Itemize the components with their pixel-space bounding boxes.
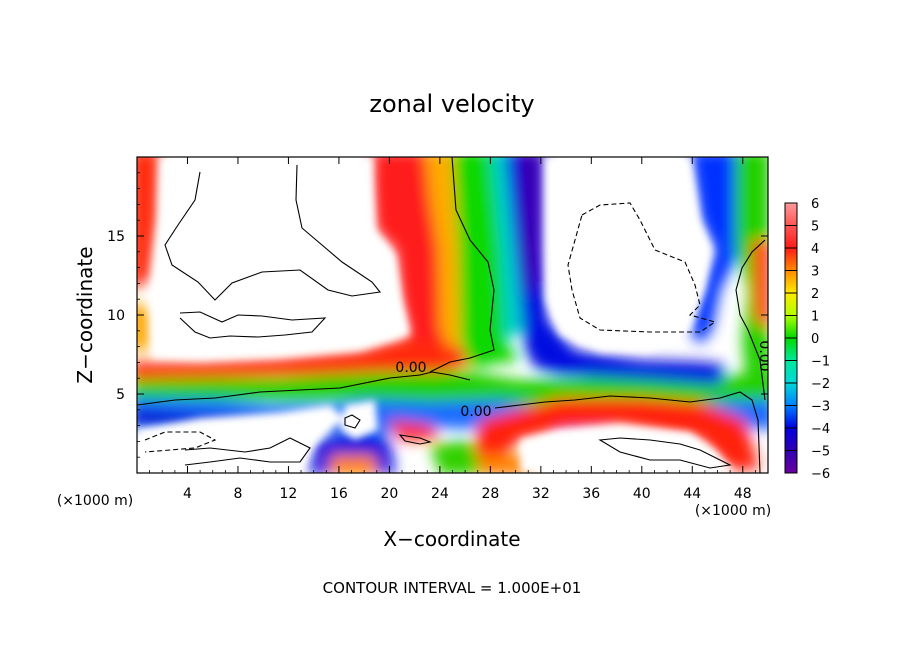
colorbar-tick-label: 0 bbox=[811, 332, 819, 347]
x-tick-label: 40 bbox=[633, 486, 651, 502]
colorbar-tick-label: 5 bbox=[811, 220, 819, 235]
contour-label: 0.00 bbox=[756, 340, 772, 371]
x-tick-label: 32 bbox=[532, 486, 550, 502]
x-axis-unit-left: (×1000 m) bbox=[57, 493, 133, 509]
contour-lower-right bbox=[598, 437, 732, 469]
x-axis-unit-right: (×1000 m) bbox=[695, 503, 771, 519]
white-region-lower-left bbox=[137, 405, 345, 473]
x-tick-label: 24 bbox=[431, 486, 449, 502]
bottom-green-pocket bbox=[430, 440, 485, 473]
colorbar-tick-label: −5 bbox=[811, 445, 830, 460]
colorbar-tick-label: −3 bbox=[811, 400, 830, 415]
x-axis: 4 8 12 16 20 24 28 32 36 40 44 48 bbox=[149, 157, 756, 502]
x-tick-label: 48 bbox=[734, 486, 752, 502]
x-tick-label: 12 bbox=[280, 486, 298, 502]
white-region-upper-left bbox=[150, 157, 410, 360]
contour-lower-middle bbox=[344, 414, 432, 445]
contour-negative-lower-left bbox=[144, 431, 217, 453]
contour-upper-left-lobe bbox=[164, 164, 382, 339]
right-red-edge bbox=[752, 240, 768, 329]
jet-orange-edge bbox=[425, 157, 462, 350]
y-axis-label: Z−coordinate bbox=[73, 246, 97, 383]
x-tick-label: 20 bbox=[380, 486, 398, 502]
y-axis: 5 10 15 bbox=[107, 172, 768, 458]
colorbar-tick-label: −6 bbox=[811, 467, 830, 482]
westward-column-core bbox=[520, 157, 540, 300]
y-tick-label: 5 bbox=[116, 387, 125, 403]
x-tick-label: 44 bbox=[683, 486, 701, 502]
chart-title: zonal velocity bbox=[369, 90, 534, 118]
bottom-red-ridge bbox=[470, 398, 760, 470]
plot-area: 0.00 0.00 0.00 bbox=[137, 157, 772, 473]
colorbar-tick-label: −2 bbox=[811, 377, 830, 392]
bottom-orange-pocket bbox=[330, 455, 378, 473]
x-tick-label: 8 bbox=[233, 486, 242, 502]
x-tick-label: 16 bbox=[330, 486, 348, 502]
colorbar-tick-label: 6 bbox=[811, 197, 819, 212]
colorbar-tick-label: −4 bbox=[811, 422, 830, 437]
eastward-shear-band bbox=[137, 330, 470, 380]
colorbar-tick-label: 3 bbox=[811, 265, 819, 280]
white-region-upper-right bbox=[545, 157, 712, 352]
jet-green-edge bbox=[452, 157, 520, 368]
white-region-lower-right bbox=[520, 425, 735, 473]
right-blue-plume bbox=[690, 157, 745, 345]
contour-zero-right bbox=[735, 239, 766, 401]
x-tick-label: 28 bbox=[481, 486, 499, 502]
left-red-edge bbox=[137, 157, 160, 287]
x-tick-label: 36 bbox=[582, 486, 600, 502]
colorbar-tick-label: 2 bbox=[811, 287, 819, 302]
x-axis-label: X−coordinate bbox=[383, 527, 520, 551]
y-tick-label: 15 bbox=[107, 229, 125, 245]
contour-interval-note: CONTOUR INTERVAL = 1.000E+01 bbox=[323, 579, 582, 597]
colorbar-tick-label: 4 bbox=[811, 242, 819, 257]
colorbar-tick-label: 1 bbox=[811, 310, 819, 325]
y-tick-label: 10 bbox=[107, 308, 125, 324]
contour-negative-right bbox=[567, 202, 717, 333]
x-tick-label: 4 bbox=[183, 486, 192, 502]
colorbar-ticks: 6 5 4 3 2 1 0 −1 −2 −3 −4 −5 −6 bbox=[785, 197, 830, 482]
contour-label: 0.00 bbox=[395, 360, 426, 376]
colorbar-tick-label: −1 bbox=[811, 355, 830, 370]
right-green-edge bbox=[735, 157, 768, 400]
contour-label: 0.00 bbox=[460, 404, 491, 420]
contour-zero-lower bbox=[137, 371, 761, 473]
contour-zero-jet bbox=[429, 157, 495, 373]
contour-lower-left bbox=[184, 437, 311, 466]
